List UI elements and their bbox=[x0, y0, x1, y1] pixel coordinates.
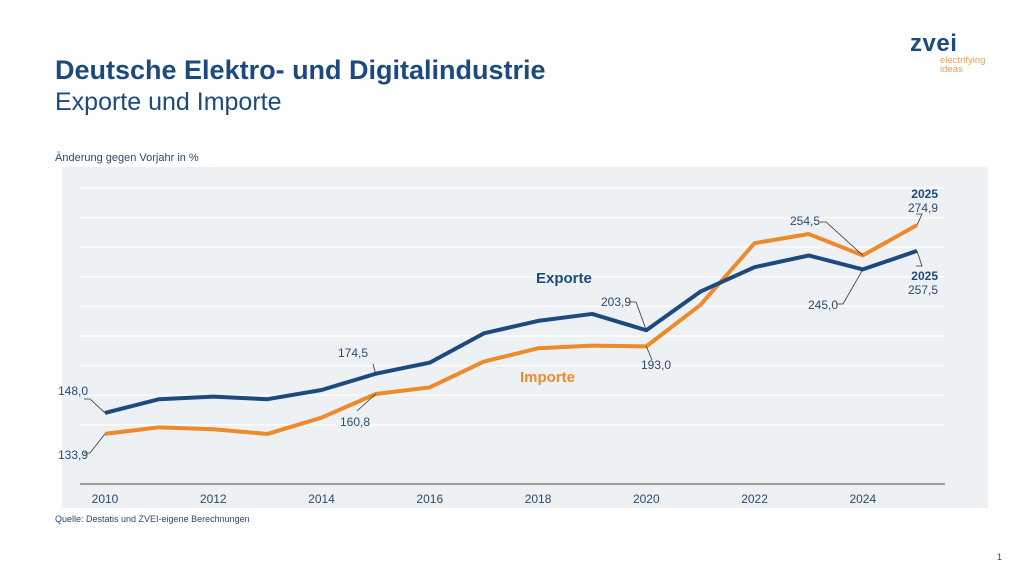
x-tick-label: 2014 bbox=[308, 492, 335, 506]
x-tick-label: 2018 bbox=[525, 492, 552, 506]
series-line-importe bbox=[104, 223, 918, 436]
annotation-leader bbox=[820, 221, 864, 256]
annotation-leader bbox=[916, 250, 923, 267]
logo-word: zvei bbox=[910, 30, 958, 57]
annotation-value: 133,9 bbox=[58, 448, 88, 462]
x-tick-label: 2020 bbox=[633, 492, 660, 506]
page-subtitle: Exporte und Importe bbox=[55, 88, 282, 116]
x-tick-label: 2024 bbox=[849, 492, 876, 506]
annotation-value: 203,9 bbox=[601, 295, 631, 309]
annotation-value: 254,5 bbox=[790, 214, 820, 228]
x-tick-label: 2016 bbox=[416, 492, 443, 506]
chart-panel bbox=[62, 167, 988, 508]
source-note: Quelle: Destatis und ZVEI-eigene Berechn… bbox=[55, 514, 250, 524]
annotation-value: 174,5 bbox=[338, 346, 368, 360]
annotation-value: 148,0 bbox=[58, 384, 88, 398]
annotation-leader bbox=[645, 346, 653, 361]
y-axis-label: Änderung gegen Vorjahr in % bbox=[55, 152, 199, 164]
series-line-exporte bbox=[104, 249, 918, 415]
page-number: 1 bbox=[997, 552, 1003, 562]
annotation-value: 245,0 bbox=[808, 298, 838, 312]
annotation-value: 160,8 bbox=[340, 415, 370, 429]
logo-tagline-1: electrifying bbox=[940, 55, 986, 66]
annotation-leader bbox=[372, 363, 377, 374]
page-title: Deutsche Elektro- und Digitalindustrie bbox=[55, 55, 546, 85]
logo-tagline-2: ideas bbox=[940, 64, 963, 75]
zvei-logo: zvei electrifying ideas bbox=[910, 30, 986, 75]
x-tick-label: 2010 bbox=[92, 492, 119, 506]
annotation-leader bbox=[84, 433, 106, 454]
annotation-leader bbox=[630, 301, 647, 331]
series-label-exporte: Exporte bbox=[536, 270, 592, 287]
annotation-value: 193,0 bbox=[641, 358, 671, 372]
annotation-leader bbox=[837, 269, 864, 305]
series-label-importe: Importe bbox=[520, 369, 575, 386]
annotation-year: 2025 bbox=[911, 187, 938, 201]
annotation-leader bbox=[84, 398, 106, 414]
annotation-leader bbox=[356, 393, 376, 412]
annotation-leader bbox=[916, 213, 923, 226]
annotation-value: 274,9 bbox=[908, 201, 938, 215]
x-tick-label: 2022 bbox=[741, 492, 768, 506]
annotation-year: 2025 bbox=[911, 269, 938, 283]
annotation-value: 257,5 bbox=[908, 283, 938, 297]
x-tick-label: 2012 bbox=[200, 492, 227, 506]
